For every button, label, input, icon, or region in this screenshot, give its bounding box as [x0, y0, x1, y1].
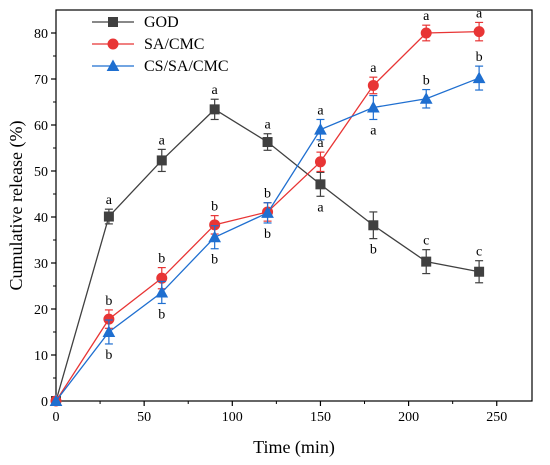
x-tick-label: 100: [222, 410, 243, 425]
legend-label: CS/SA/CMC: [144, 58, 228, 75]
significance-letter: b: [158, 307, 165, 322]
x-tick-label: 50: [137, 410, 151, 425]
significance-letter: a: [106, 193, 113, 208]
significance-letter: b: [158, 252, 165, 267]
data-point: [473, 26, 485, 38]
legend-label: GOD: [144, 14, 179, 31]
data-point: [474, 266, 485, 277]
series-line: [55, 108, 480, 402]
data-point: [49, 394, 63, 406]
y-tick-label: 50: [34, 165, 48, 180]
significance-letter: c: [423, 234, 429, 249]
legend-item: SA/CMC: [92, 36, 204, 53]
data-point: [419, 92, 433, 104]
y-tick-label: 40: [34, 211, 48, 226]
data-point: [421, 256, 432, 267]
significance-letter: c: [476, 245, 482, 260]
y-tick-label: 0: [41, 395, 48, 410]
data-point: [208, 230, 222, 243]
y-tick-label: 60: [34, 119, 48, 134]
data-point: [368, 220, 379, 231]
data-point: [155, 285, 169, 298]
data-point: [472, 71, 486, 84]
significance-letter: b: [476, 50, 483, 65]
y-tick-label: 80: [34, 27, 48, 42]
data-point: [209, 104, 220, 115]
significance-letter: b: [105, 348, 112, 363]
data-point: [315, 179, 326, 190]
significance-letter: a: [317, 200, 324, 215]
y-axis-title: Cumulative release (%): [6, 121, 27, 291]
significance-letter: a: [212, 83, 219, 98]
data-point: [367, 79, 379, 91]
data-point: [314, 156, 326, 168]
significance-letter: b: [423, 74, 430, 89]
data-point: [156, 155, 167, 166]
significance-letter: b: [264, 227, 271, 242]
legend-item: CS/SA/CMC: [92, 58, 228, 75]
significance-letter: a: [370, 123, 377, 138]
x-tick-label: 250: [486, 410, 507, 425]
data-point: [103, 211, 114, 222]
legend-label: SA/CMC: [144, 36, 204, 53]
series-cs-sa-cmc: b b b b a a b b: [49, 50, 486, 406]
legend-marker: [106, 59, 120, 71]
y-tick-label: 10: [34, 349, 48, 364]
legend-item: GOD: [92, 14, 179, 31]
axes-layer: 0 50 100 150 200 250 0 10 20 30 40 50 60 70 80: [34, 9, 533, 425]
x-tick-label: 0: [53, 410, 60, 425]
series-god: a a a a a b c c: [51, 83, 485, 406]
series-layer: a a a a a b c c b b b b a a a a b b b b a a b b: [49, 6, 486, 407]
significance-letter: a: [317, 103, 324, 118]
legend-marker: [107, 38, 119, 50]
significance-letter: b: [211, 253, 218, 268]
x-tick-label: 150: [310, 410, 331, 425]
significance-letter: a: [317, 136, 324, 151]
significance-letter: b: [264, 187, 271, 202]
data-point: [261, 206, 274, 218]
legend: GOD SA/CMC CS/SA/CMC: [92, 14, 228, 75]
significance-letter: b: [211, 200, 218, 215]
data-point: [366, 100, 380, 113]
plot-frame: [55, 9, 533, 402]
x-tick-label: 200: [398, 410, 419, 425]
significance-letter: a: [264, 118, 271, 133]
legend-marker: [108, 17, 118, 27]
significance-letter: b: [370, 243, 377, 258]
significance-letter: a: [370, 61, 377, 76]
x-axis-title: Time (min): [253, 437, 335, 458]
y-tick-label: 70: [34, 73, 48, 88]
significance-letter: a: [476, 6, 483, 21]
data-point: [314, 123, 327, 135]
y-tick-label: 30: [34, 257, 48, 272]
significance-letter: b: [105, 294, 112, 309]
y-tick-label: 20: [34, 303, 48, 318]
significance-letter: a: [423, 9, 430, 24]
significance-letter: a: [159, 133, 166, 148]
data-point: [262, 137, 273, 148]
data-point: [420, 27, 432, 39]
data-point: [102, 325, 116, 337]
